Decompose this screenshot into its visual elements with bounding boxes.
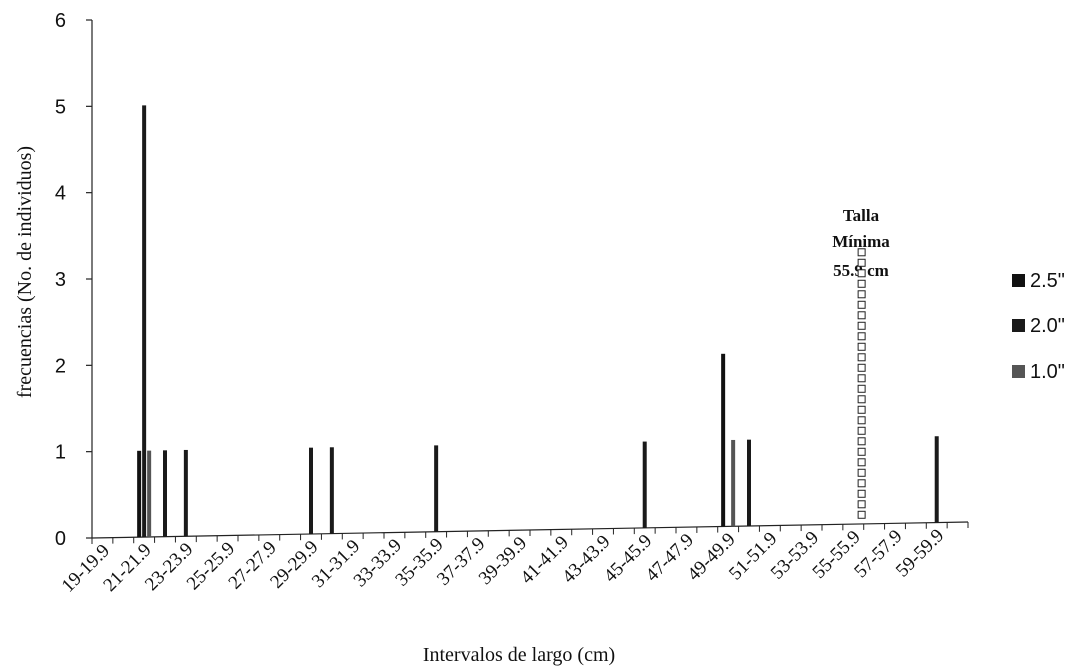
legend-label: 2.5" xyxy=(1030,270,1065,292)
legend-label: 1.0" xyxy=(1030,361,1065,383)
annotation-marker xyxy=(857,426,866,435)
bar xyxy=(721,353,726,527)
bar xyxy=(309,447,313,534)
legend-swatch xyxy=(1012,365,1025,378)
y-tick-label: 4 xyxy=(55,183,66,205)
bar xyxy=(434,445,439,532)
annotation-line-1: Talla xyxy=(843,206,880,225)
annotation-marker xyxy=(857,447,866,456)
annotation-marker xyxy=(857,290,866,299)
annotation-line-2: Mínima xyxy=(832,232,890,251)
y-tick-label: 6 xyxy=(55,10,66,32)
annotation-marker xyxy=(857,269,866,278)
bar xyxy=(329,447,334,534)
minimum-size-annotation: Talla Mínima 55.9 cm xyxy=(832,206,890,519)
annotation-marker xyxy=(857,395,866,404)
y-tick-label: 1 xyxy=(55,442,66,464)
bar xyxy=(747,439,751,526)
annotation-marker xyxy=(857,510,866,519)
bar xyxy=(142,105,147,538)
annotation-marker xyxy=(857,479,866,488)
bar xyxy=(137,450,142,538)
y-tick-label: 2 xyxy=(55,355,66,377)
annotation-marker xyxy=(857,363,866,372)
annotation-marker xyxy=(857,311,866,320)
y-axis: 0 1 2 3 4 5 6 xyxy=(55,10,93,550)
bar xyxy=(183,449,188,537)
annotation-marker xyxy=(857,248,866,257)
bar xyxy=(731,439,736,527)
bar xyxy=(934,436,939,523)
legend: 2.5" 2.0" 1.0" xyxy=(1012,270,1065,383)
y-tick-label: 5 xyxy=(55,96,66,118)
annotation-marker xyxy=(857,458,866,467)
bar xyxy=(147,450,152,537)
annotation-marker xyxy=(857,353,866,362)
x-axis-title: Intervalos de largo (cm) xyxy=(423,644,615,666)
x-axis: 19-19.921-21.923-23.925-25.927-27.929-29… xyxy=(58,521,969,597)
annotation-marker xyxy=(857,258,866,267)
annotation-marker xyxy=(857,332,866,341)
annotation-marker xyxy=(857,300,866,309)
annotation-marker xyxy=(857,342,866,351)
bar xyxy=(163,450,167,537)
x-tick-label: 59-59.9 xyxy=(892,525,948,581)
y-tick-label: 3 xyxy=(55,269,66,291)
annotation-marker xyxy=(857,384,866,393)
annotation-marker xyxy=(857,437,866,446)
legend-swatch xyxy=(1012,274,1025,287)
legend-swatch xyxy=(1012,319,1025,332)
annotation-marker xyxy=(857,374,866,383)
annotation-marker xyxy=(857,416,866,425)
annotation-marker xyxy=(857,500,866,509)
annotation-marker xyxy=(857,468,866,477)
annotation-marker xyxy=(857,321,866,330)
bars xyxy=(137,105,939,538)
annotation-marker xyxy=(857,405,866,414)
y-axis-title: frecuencias (No. de individuos) xyxy=(14,146,36,398)
bar xyxy=(642,441,647,528)
legend-label: 2.0" xyxy=(1030,315,1065,337)
annotation-marker xyxy=(857,489,866,498)
annotation-marker xyxy=(857,279,866,288)
y-tick-label: 0 xyxy=(55,528,66,550)
